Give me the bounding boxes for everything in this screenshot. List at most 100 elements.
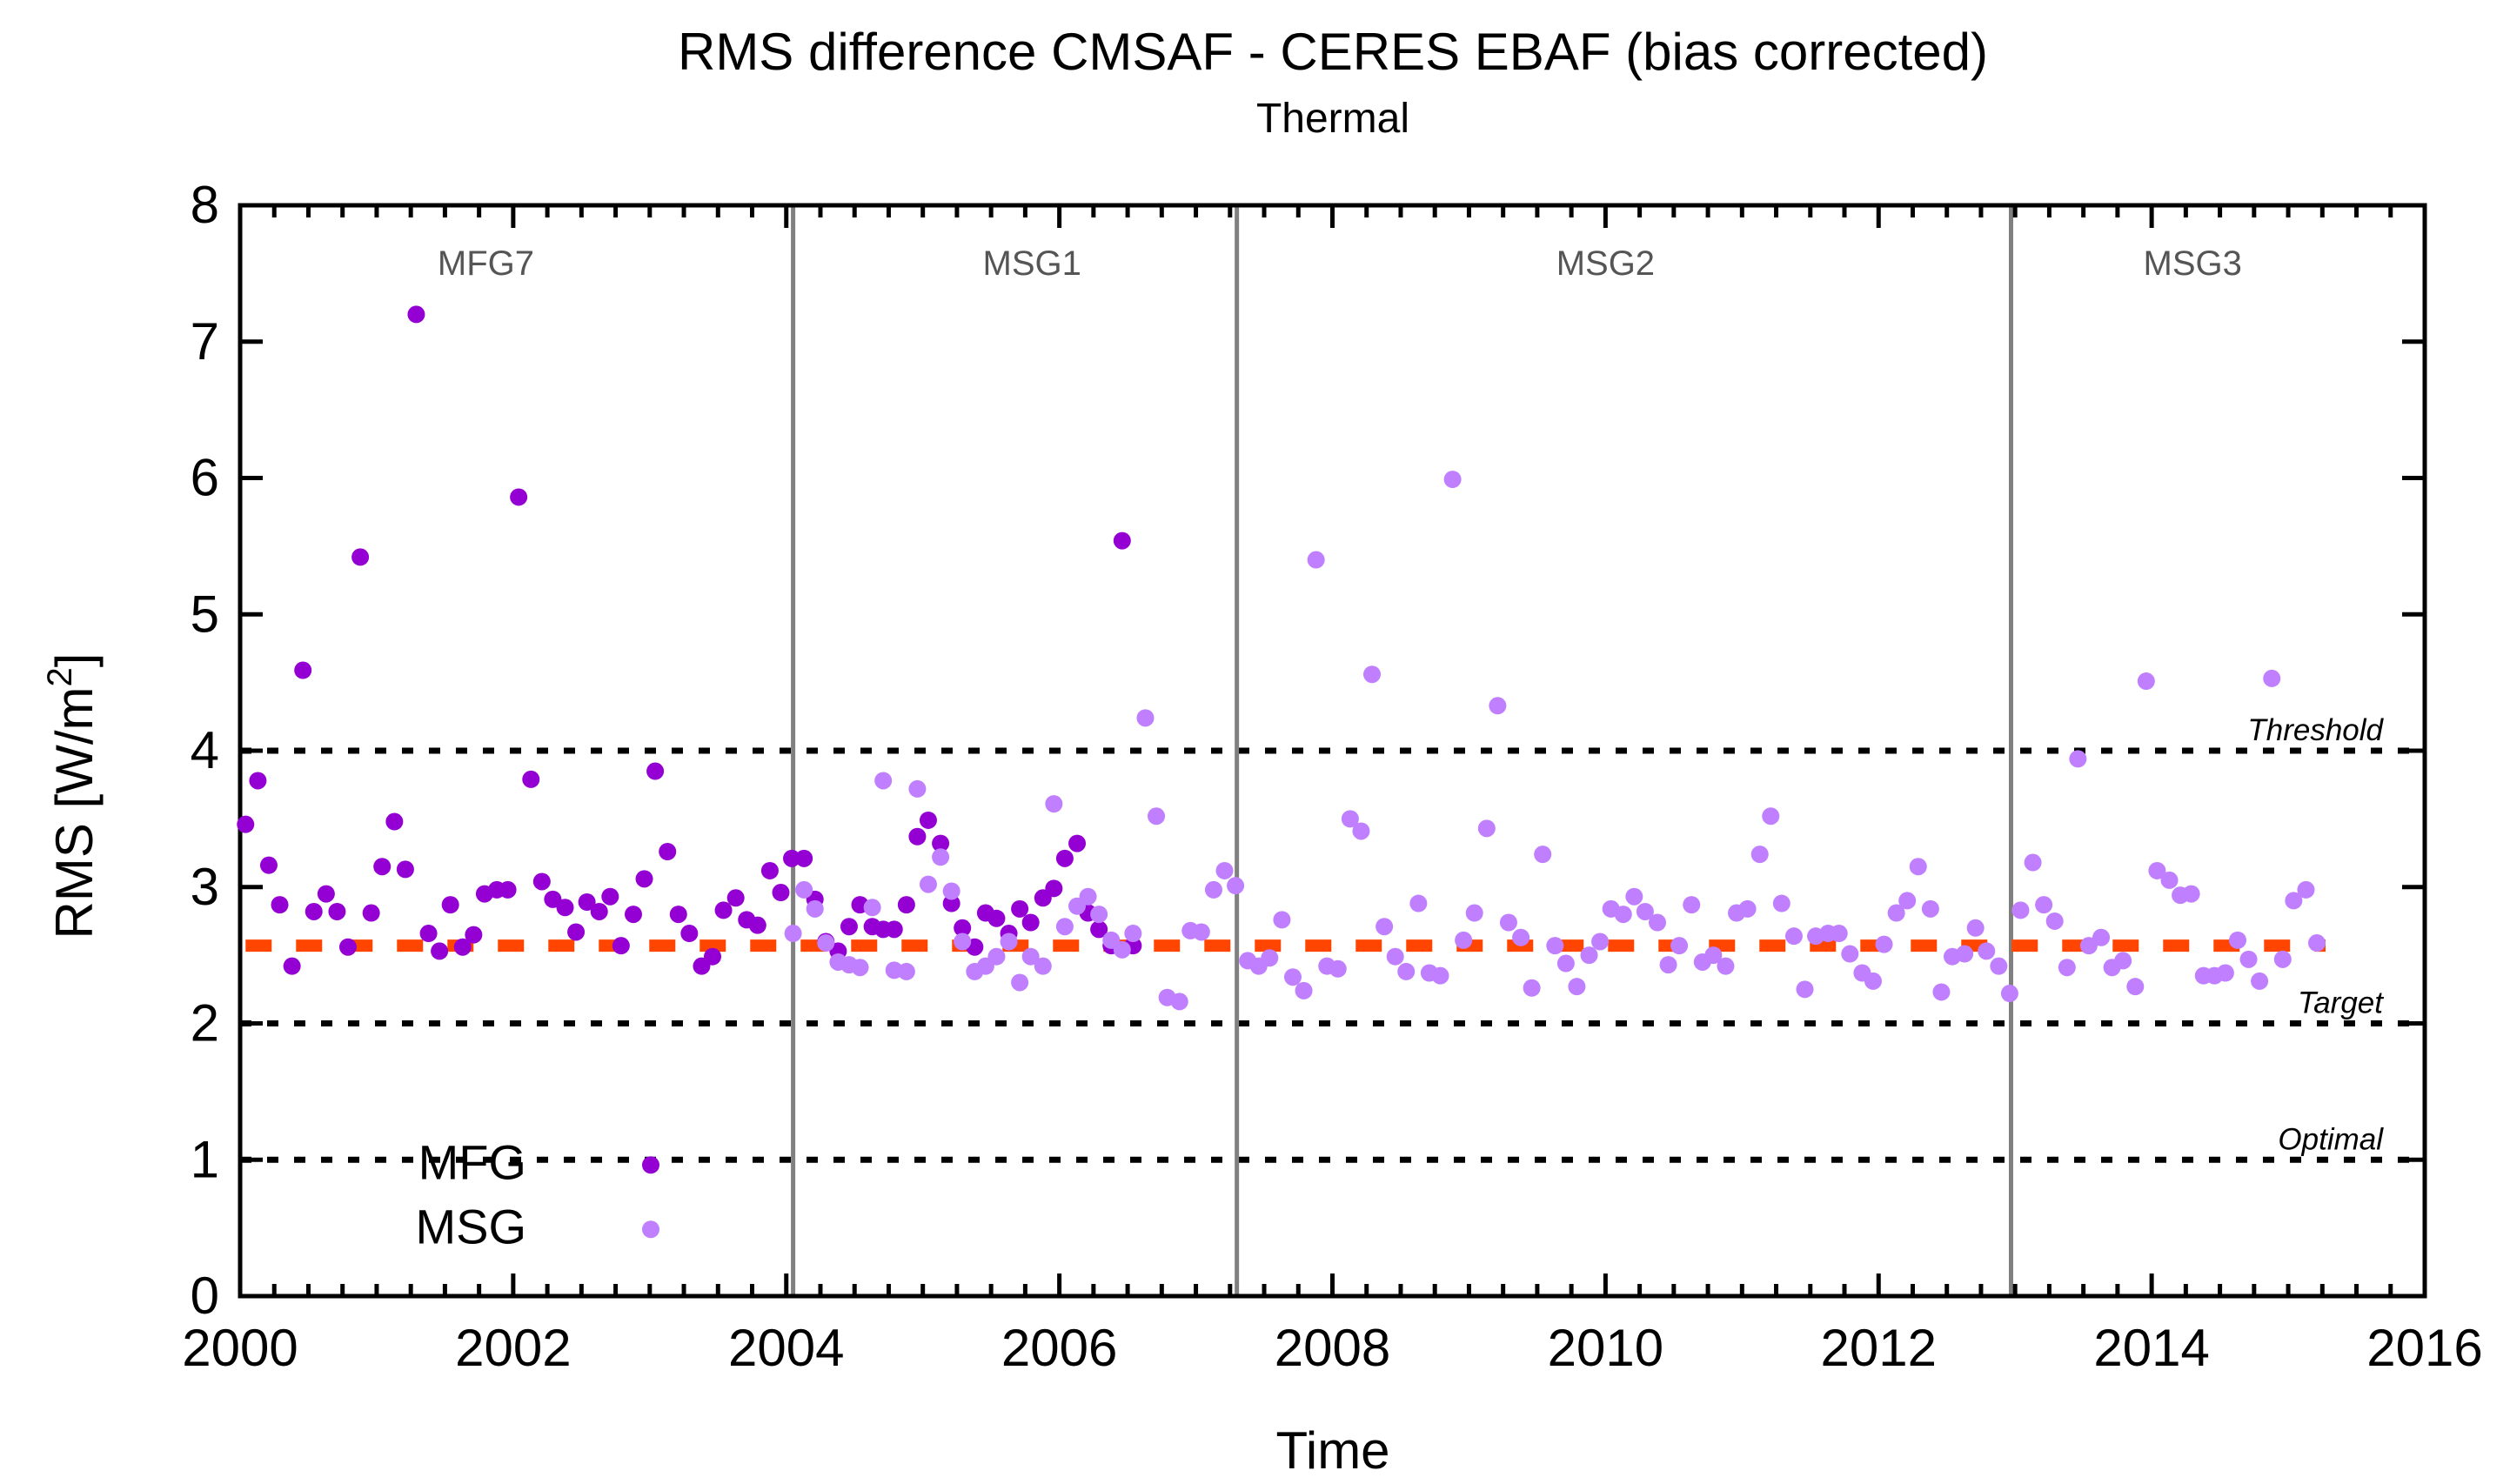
data-point-msg	[851, 959, 869, 977]
data-point-mfg	[294, 661, 312, 679]
data-point-msg	[1227, 877, 1245, 895]
data-point-msg	[2216, 964, 2234, 982]
legend: MFG MSG	[415, 1134, 659, 1253]
y-tick-label: 7	[191, 312, 219, 371]
data-point-msg	[1512, 928, 1530, 946]
x-tick-label: 2012	[1821, 1319, 1937, 1377]
y-axis-label: RMS [W/m2]	[41, 653, 104, 939]
data-point-msg	[1455, 931, 1473, 949]
legend-marker-mfg	[642, 1156, 659, 1174]
data-point-mfg	[601, 887, 619, 906]
data-point-mfg	[646, 762, 665, 780]
data-point-msg	[1124, 925, 1142, 943]
data-point-msg	[2114, 952, 2132, 970]
data-point-msg	[1704, 946, 1723, 965]
data-point-msg	[2285, 892, 2303, 910]
data-point-mfg	[1021, 913, 1040, 932]
x-tick-label: 2006	[1001, 1319, 1117, 1377]
data-point-mfg	[908, 827, 927, 846]
data-point-mfg	[338, 938, 357, 956]
data-point-msg	[863, 899, 881, 917]
data-point-mfg	[840, 918, 858, 936]
data-point-msg	[1443, 471, 1462, 489]
y-tick-label: 8	[191, 176, 219, 234]
era-label-msg1: MSG1	[983, 244, 1081, 283]
data-point-msg	[1215, 861, 1234, 879]
data-point-msg	[1329, 959, 1347, 978]
data-point-msg	[1375, 918, 1394, 936]
data-point-mfg	[249, 772, 267, 790]
data-point-mfg	[748, 916, 766, 934]
data-point-mfg	[885, 920, 903, 939]
reference-line-labels: Threshold Target Optimal	[2247, 713, 2384, 1156]
data-point-msg	[2137, 672, 2155, 691]
y-tick-label: 4	[191, 721, 219, 779]
data-point-msg	[1921, 899, 1939, 918]
data-point-msg	[1636, 902, 1654, 920]
data-point-msg	[806, 899, 824, 918]
data-point-msg	[897, 962, 915, 980]
data-point-mfg	[237, 815, 255, 833]
data-point-msg	[1409, 894, 1428, 912]
data-point-msg	[2263, 669, 2281, 687]
data-point-msg	[2160, 871, 2179, 889]
era-label-msg2: MSG2	[1556, 244, 1655, 283]
data-point-mfg	[305, 902, 323, 920]
data-point-mfg	[328, 902, 346, 920]
data-point-msg	[1591, 933, 1610, 951]
data-point-msg	[1875, 935, 1893, 953]
data-point-msg	[2182, 885, 2200, 903]
data-point-mfg	[635, 870, 653, 888]
data-point-msg	[1386, 947, 1404, 966]
data-point-msg	[1796, 980, 1814, 999]
data-point-mfg	[919, 811, 937, 829]
data-point-mfg	[680, 925, 699, 943]
data-point-mfg	[1113, 531, 1131, 550]
data-point-msg	[1659, 956, 1677, 974]
data-point-msg	[1966, 919, 1985, 937]
data-point-msg	[1204, 880, 1222, 899]
data-point-msg	[1090, 906, 1108, 924]
data-point-msg	[1136, 709, 1155, 727]
data-point-msg	[1034, 957, 1052, 975]
x-tick-label: 2008	[1275, 1319, 1390, 1377]
data-point-mfg	[396, 860, 414, 879]
data-point-msg	[2079, 937, 2098, 955]
data-point-msg	[1887, 904, 1905, 922]
data-point-mfg	[578, 892, 596, 911]
data-point-mfg	[624, 906, 642, 924]
x-tick-label: 2014	[2093, 1319, 2209, 1377]
data-point-msg	[1261, 949, 1279, 967]
data-point-msg	[1909, 858, 1927, 876]
data-point-msg	[1784, 927, 1803, 946]
data-point-mfg	[556, 899, 574, 917]
data-point-msg	[1431, 966, 1449, 985]
data-point-msg	[2297, 880, 2315, 899]
data-point-msg	[1011, 973, 1029, 992]
data-point-mfg	[453, 938, 472, 956]
data-point-msg	[1625, 887, 1643, 906]
data-point-msg	[1670, 937, 1689, 955]
data-point-msg	[1273, 911, 1291, 929]
data-point-msg	[1762, 807, 1780, 826]
axis-ticks: 2000 2002 2004 2006 2008 2010 2012 2014 2016 0 1 2 3…	[182, 176, 2482, 1377]
data-point-msg	[2035, 896, 2053, 914]
data-point-mfg	[373, 858, 392, 876]
chart-subtitle: Thermal	[1256, 96, 1409, 142]
data-point-msg	[2045, 912, 2064, 930]
data-point-msg	[2092, 928, 2111, 946]
x-tick-label: 2002	[455, 1319, 571, 1377]
data-point-msg	[2024, 853, 2042, 872]
data-point-msg	[2228, 931, 2246, 949]
data-point-mfg	[271, 896, 289, 914]
data-point-msg	[2148, 861, 2166, 879]
x-axis-label: Time	[1275, 1421, 1389, 1480]
data-point-msg	[1055, 918, 1074, 936]
reference-lines	[240, 747, 2425, 1163]
y-tick-label: 3	[191, 858, 219, 916]
data-point-msg	[1717, 957, 1735, 975]
data-point-msg	[1489, 697, 1507, 715]
data-point-msg	[908, 779, 927, 798]
chart-title: RMS difference CMSAF - CERES EBAF (bias …	[678, 23, 1988, 81]
